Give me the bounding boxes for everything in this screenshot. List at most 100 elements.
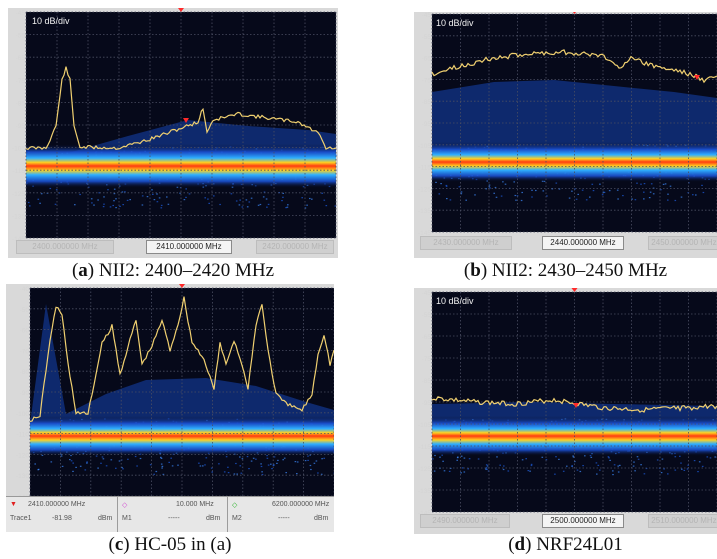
frequency-bar-b: 2430.000000 MHz 2440.000000 MHz 2450.000… <box>414 236 717 250</box>
marker-trace-label: Trace1 <box>10 515 32 522</box>
y-tick-label: -45 <box>422 290 432 297</box>
y-tick-label: -105 <box>418 143 431 150</box>
y-tick-label: -75 <box>422 356 432 363</box>
start-frequency-a[interactable]: 2400.000000 MHz <box>16 240 114 254</box>
caption-letter-a: a <box>78 260 88 281</box>
marker-frequency: 2410.000000 MHz <box>28 501 86 508</box>
trace-marker[interactable] <box>694 75 700 80</box>
y-tick-label: -90 <box>20 390 30 397</box>
y-tick-label: -85 <box>16 100 26 107</box>
marker-dot-pink: ◇ <box>122 502 128 509</box>
y-tick-label: -115 <box>418 444 431 451</box>
marker-value: -81.98 <box>52 515 72 522</box>
caption-text-d: NRF24L01 <box>536 534 623 555</box>
marker-m1-cell[interactable]: ◇ 10.000 MHz M1 ----- dBm <box>118 497 228 532</box>
y-tick-label: -65 <box>422 334 432 341</box>
caption-text-a: NII2: 2400–2420 MHz <box>98 260 275 281</box>
frequency-bar-d: 2490.000000 MHz 2500.000000 MHz 2510.000… <box>414 514 717 528</box>
y-tick-label: -60 <box>20 328 30 335</box>
y-tick-label: -120 <box>16 452 29 459</box>
marker-m2-cell[interactable]: ◇ 6200.000000 MHz M2 ----- dBm <box>228 497 334 532</box>
y-tick-label: -110 <box>16 432 29 439</box>
start-frequency-b[interactable]: 2430.000000 MHz <box>420 236 512 250</box>
marker-dot-green: ◇ <box>232 502 238 509</box>
y-tick-label: -85 <box>422 378 432 385</box>
y-tick-label: -145 <box>12 236 25 243</box>
stop-frequency-b[interactable]: 2450.000000 MHz <box>648 236 717 250</box>
y-tick-label: -115 <box>12 168 25 175</box>
y-tick-label: -125 <box>12 191 25 198</box>
scale-label-d: 10 dB/div <box>436 296 474 306</box>
y-tick-label: -95 <box>422 121 432 128</box>
top-center-marker[interactable] <box>179 284 185 288</box>
spectrum-screen-c: -40-50-60-70-80-90-100-110-120-130-140 ▼… <box>6 284 334 532</box>
spectrum-plot-a: -45 -55 -65 -75 -85 -95 -105 -115 -125 -135 -145 <box>12 8 338 243</box>
marker-unit: dBm <box>98 515 113 522</box>
m1-unit: dBm <box>206 515 221 522</box>
spectrum-trace <box>431 49 717 84</box>
y-tick-label: -65 <box>422 56 432 63</box>
y-tick-label: -70 <box>20 348 30 355</box>
y-tick-label: -95 <box>422 400 432 407</box>
caption-text-c: HC-05 in (a) <box>134 534 232 555</box>
spectrum-panel-d: -45 -55 -65 -75 -85 -95 -105 -115 -125 -135 -145 1… <box>414 288 717 559</box>
top-center-marker[interactable] <box>572 12 578 14</box>
y-tick-label: -45 <box>422 12 432 19</box>
trace-marker[interactable] <box>573 403 579 408</box>
spectrum-panel-a: -45 -55 -65 -75 -85 -95 -105 -115 -125 -135 -145 1… <box>8 8 338 281</box>
y-tick-label: -105 <box>418 422 431 429</box>
m1-value: ----- <box>168 515 180 522</box>
m2-value: ----- <box>278 515 290 522</box>
y-axis-labels: -40-50-60-70-80-90-100-110-120-130-140 <box>16 286 29 501</box>
stop-frequency-a[interactable]: 2420.000000 MHz <box>256 240 334 254</box>
center-frequency-b[interactable]: 2440.000000 MHz <box>542 236 624 250</box>
m1-label: M1 <box>122 515 132 522</box>
scale-label-a: 10 dB/div <box>32 16 70 26</box>
spectrum-plot-d: -45 -55 -65 -75 -85 -95 -105 -115 -125 -135 -145 <box>418 288 717 517</box>
start-frequency-d[interactable]: 2490.000000 MHz <box>420 514 510 528</box>
marker-status-bar-c: ▼ 2410.000000 MHz Trace1 -81.98 dBm ◇ 10… <box>6 496 334 532</box>
y-axis-labels: -45 -55 -65 -75 -85 -95 -105 -115 -125 -135 -145 <box>418 12 431 237</box>
y-tick-label: -55 <box>422 34 432 41</box>
y-tick-label: -125 <box>418 186 431 193</box>
grid <box>431 13 717 233</box>
stop-frequency-d[interactable]: 2510.000000 MHz <box>648 514 717 528</box>
m1-frequency: 10.000 MHz <box>176 501 214 508</box>
y-tick-label: -100 <box>16 411 29 418</box>
trace-marker[interactable] <box>183 118 189 123</box>
marker-dot-red: ▼ <box>10 501 17 508</box>
y-tick-label: -135 <box>418 488 431 495</box>
scale-label-b: 10 dB/div <box>436 18 474 28</box>
marker-trace1-cell[interactable]: ▼ 2410.000000 MHz Trace1 -81.98 dBm <box>6 497 118 532</box>
caption-letter-d: d <box>514 534 526 555</box>
y-tick-label: -105 <box>12 146 25 153</box>
spectrum-plot-b: -45 -55 -65 -75 -85 -95 -105 -115 -125 -135 -145 <box>418 12 717 237</box>
noise-haze <box>30 304 334 434</box>
top-center-marker[interactable] <box>571 288 578 292</box>
grid <box>431 291 717 513</box>
y-tick-label: -75 <box>16 78 26 85</box>
spectrum-trace <box>29 296 334 422</box>
y-tick-label: -145 <box>418 510 431 517</box>
y-tick-label: -55 <box>16 33 26 40</box>
top-center-marker[interactable] <box>178 8 184 12</box>
noise-haze <box>432 80 717 162</box>
y-tick-label: -75 <box>422 77 432 84</box>
spectrum-screen-b: -45 -55 -65 -75 -85 -95 -105 -115 -125 -135 -145 1… <box>414 12 717 258</box>
y-tick-label: -95 <box>16 123 26 130</box>
center-frequency-d[interactable]: 2500.000000 MHz <box>542 514 624 528</box>
m2-label: M2 <box>232 515 242 522</box>
y-tick-label: -130 <box>16 473 29 480</box>
y-tick-label: -80 <box>20 369 30 376</box>
center-frequency-a[interactable]: 2410.000000 MHz <box>146 240 232 254</box>
spectrum-panel-c: -40-50-60-70-80-90-100-110-120-130-140 ▼… <box>6 284 334 559</box>
frequency-bar-a: 2400.000000 MHz 2410.000000 MHz 2420.000… <box>8 240 338 254</box>
caption-text-b: NII2: 2430–2450 MHz <box>491 260 668 281</box>
spectrum-screen-a: -45 -55 -65 -75 -85 -95 -105 -115 -125 -135 -145 1… <box>8 8 338 258</box>
y-tick-label: -145 <box>418 230 431 237</box>
m2-unit: dBm <box>314 515 329 522</box>
y-tick-label: -135 <box>418 208 431 215</box>
caption-b: (b) NII2: 2430–2450 MHz <box>463 260 668 281</box>
y-tick-label: -115 <box>418 165 431 172</box>
caption-letter-b: b <box>470 260 481 281</box>
